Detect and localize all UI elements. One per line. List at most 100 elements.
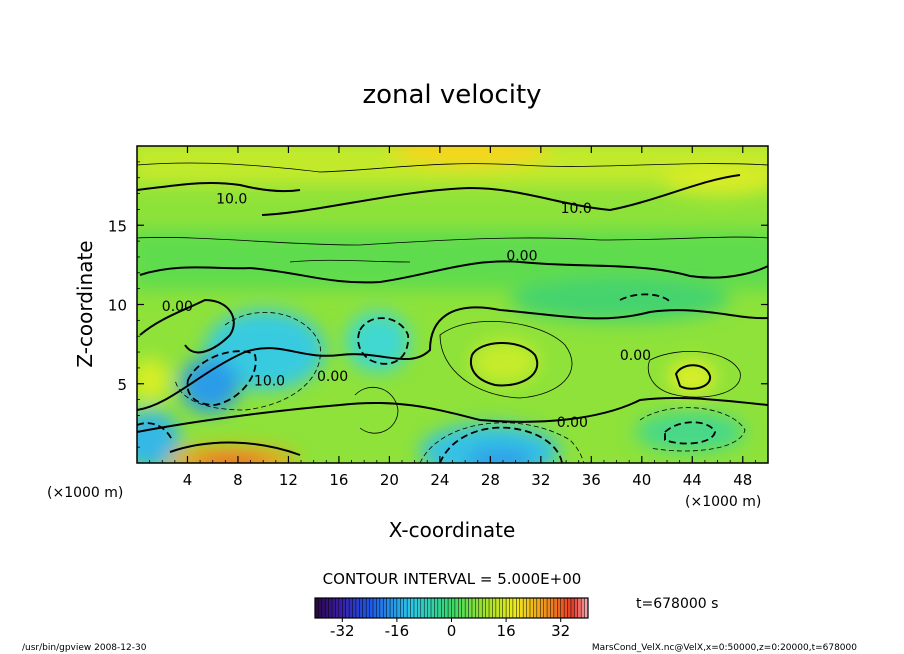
colorbar-cell [396, 598, 401, 618]
contour-neg-mid [357, 317, 409, 365]
colorbar-cell [386, 598, 391, 618]
colorbar-cell [431, 598, 435, 618]
colorbar-cell [407, 598, 411, 618]
field-top-yellow [390, 146, 550, 166]
contour-lines-thin [137, 162, 768, 434]
colorbar-cell [458, 598, 463, 618]
field-bottom-right [635, 412, 745, 452]
colorbar-cell [451, 598, 456, 618]
colorbar-cell [485, 598, 490, 618]
colorbar-cell [345, 598, 350, 618]
colorbar-cell [441, 598, 446, 618]
colorbar-cell [335, 598, 340, 618]
x-tick-label: 32 [531, 471, 550, 489]
colorbar-cell [355, 598, 360, 618]
colorbar-cell [468, 598, 473, 618]
contour-thin-lower [354, 386, 399, 434]
field-pocket-center [471, 340, 539, 384]
colorbar-cell [444, 598, 449, 618]
colorbar-cell [550, 598, 555, 618]
colorbar-cell [342, 598, 347, 618]
contour-label: 0.00 [506, 248, 537, 264]
contour-lines-negative [137, 293, 716, 463]
colorbar-cell [529, 598, 534, 618]
colorbar-cell [454, 598, 459, 618]
colorbar-cell [516, 598, 521, 618]
contour-bottom-orange [169, 441, 301, 456]
colorbar-cell [557, 598, 562, 618]
colorbar-cell [577, 598, 582, 618]
contour-neg-bottom [439, 426, 563, 463]
colorbar-cell [506, 598, 510, 618]
contour-thin-pocket [439, 320, 573, 399]
colorbar-cell [338, 598, 343, 618]
contour-thin-upper [137, 236, 768, 246]
colorbar-cell [448, 598, 452, 618]
colorbar-cell [390, 598, 394, 618]
contour-label: 0.00 [317, 369, 348, 385]
colorbar-cell [369, 598, 374, 618]
field-pocket-left [137, 358, 170, 402]
colorbar-cell [553, 598, 558, 618]
colorbar-cell [536, 598, 541, 618]
colorbar-cell [434, 598, 439, 618]
colorbar-cell [332, 598, 336, 618]
colorbar-cell [362, 598, 367, 618]
field-bottom-blue [466, 448, 534, 463]
contour-neg-left [186, 350, 257, 406]
colorbar-tick-label: -16 [385, 622, 410, 640]
colorbar-cell [393, 598, 398, 618]
contour-0-mid [139, 260, 768, 284]
contour-neg-corner [137, 422, 173, 441]
colorbar-cell [403, 598, 408, 618]
contour-thin-pocket-right [647, 351, 741, 398]
colorbar-cell [318, 598, 323, 618]
x-tick-label: 44 [683, 471, 702, 489]
colorbar-cell [526, 598, 531, 618]
contour-label: 10.0 [561, 201, 592, 217]
colorbar-cell [547, 598, 551, 618]
x-tick-label: 36 [582, 471, 601, 489]
colorbar-cell [482, 598, 487, 618]
colorbar-cell [471, 598, 476, 618]
colorbar-cell [533, 598, 538, 618]
colorbar-cell [376, 598, 381, 618]
colorbar-cell [461, 598, 466, 618]
colorbar [314, 597, 589, 619]
contour-pocket-center [470, 342, 539, 387]
footer-left: /usr/bin/gpview 2008-12-30 [22, 643, 147, 653]
contour-thin-mid [289, 259, 411, 263]
colorbar-cell [495, 598, 500, 618]
colorbar-cell [420, 598, 425, 618]
contour-pocket-right [674, 364, 712, 390]
colorbar-cell [560, 598, 565, 618]
colorbar-cell [543, 598, 548, 618]
colorbar-cell [523, 598, 527, 618]
contour-interval-label: CONTOUR INTERVAL = 5.000E+00 [323, 570, 582, 588]
colorbar-cell [410, 598, 415, 618]
contour-label: 0.00 [162, 299, 193, 315]
colorbar-cell [567, 598, 572, 618]
x-unit-left-label: (×1000 m) [47, 485, 123, 501]
contour-neg-right [664, 421, 716, 445]
contour-neg-thin-left [174, 312, 321, 411]
colorbar-cell [475, 598, 480, 618]
colorbar-cell [499, 598, 504, 618]
contour-labels: 10.0 10.0 0.00 0.00 10.0 0.00 0.00 0.00 [162, 191, 651, 430]
contour-thin-top [137, 162, 768, 173]
contour-0-left [139, 298, 235, 354]
colorbar-cell [383, 598, 388, 618]
colorbar-cell [349, 598, 353, 618]
x-tick-label: 20 [380, 471, 399, 489]
colorbar-cell [584, 598, 589, 618]
contour-neg-thin-right [639, 407, 746, 452]
colorbar-cell [512, 598, 517, 618]
colorbar-cell [540, 598, 545, 618]
x-tick-label: 24 [430, 471, 449, 489]
colorbar-cell [465, 598, 469, 618]
x-axis-ticks: 4 8 12 16 20 24 28 32 36 40 44 48 [136, 146, 769, 489]
y-tick-label: 15 [108, 217, 127, 235]
field-blue-corner [137, 410, 180, 463]
colorbar-cell [427, 598, 432, 618]
y-axis-label: Z-coordinate [73, 240, 97, 367]
